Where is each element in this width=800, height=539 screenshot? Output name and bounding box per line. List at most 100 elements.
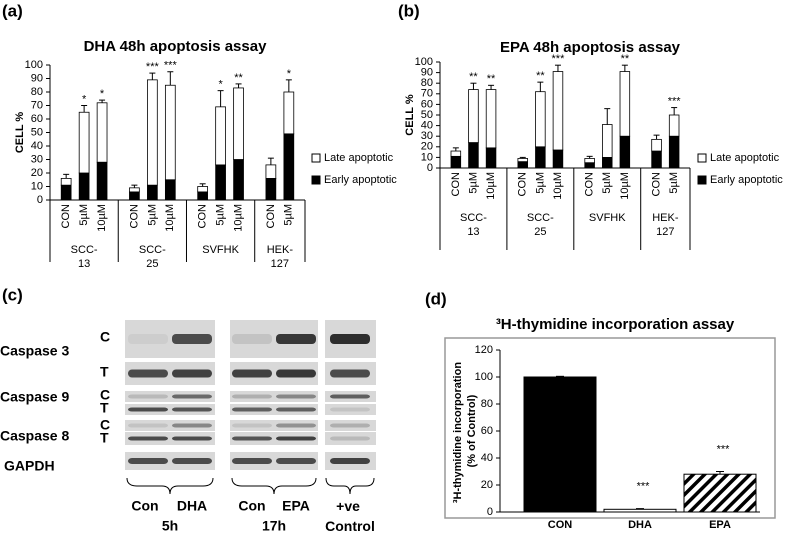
panel-label: (a) [2,1,23,20]
blot-band [232,369,272,378]
bar-segment [96,161,108,201]
lane-label: EPA [282,498,310,514]
legend-swatch [697,175,707,185]
group-label: HEK-127 [652,212,679,238]
bar-segment [602,156,613,169]
blot-strip [125,452,215,470]
x-tick-label: 5µM [78,204,90,226]
y-tick-label: 10 [31,180,43,192]
blot-band [172,369,212,378]
blot-strip [125,391,215,402]
y-tick-label: 60 [421,98,433,110]
y-tick-label: 40 [481,452,493,464]
legend-label: Late apoptotic [324,152,394,164]
lane-label: +ve Control [325,498,375,534]
x-tick-label: 5µM [215,204,227,226]
legend-label: Late apoptotic [710,152,780,164]
bar-segment [129,187,140,193]
bar-segment [283,91,295,135]
y-tick-label: 50 [421,109,433,121]
blot-band [232,394,272,399]
blot-band [128,436,168,441]
blot-band [172,407,212,412]
bar-segment [450,150,462,157]
x-tick-label: EPA [709,519,731,531]
bar-segment [552,71,564,151]
x-tick-label: 10µM [619,172,631,200]
significance: ** [536,70,545,82]
blot-band [172,436,212,441]
bar-segment [233,159,244,201]
bar-segment [535,91,546,148]
x-tick-label: 5µM [601,172,613,194]
bar-segment [265,164,277,179]
bar-segment [485,89,497,149]
row-label: Caspase 8 [0,428,69,444]
bar-segment [619,135,631,169]
blot-band [276,369,316,378]
blot-band [232,423,272,428]
band-label: T [100,364,109,380]
blot-band [330,369,370,378]
significance: *** [717,443,731,455]
blot-band [128,334,168,344]
y-tick-label: 90 [421,67,433,79]
chart-title: ³H-thymidine incorporation assay [496,316,735,333]
blot-band [172,334,212,344]
y-tick-label: 100 [25,59,43,71]
bar-segment [668,135,680,169]
plot-frame [444,337,776,519]
panel-label: (b) [398,1,420,20]
bar-segment [60,177,72,186]
blot-band [330,407,370,412]
bar-segment [552,149,564,169]
x-tick-label: 5µM [467,172,479,194]
bar-segment [78,111,90,174]
bar-segment [584,158,595,164]
legend-swatch [311,175,321,185]
lane-label: Con [238,498,265,514]
bar-segment [78,172,90,201]
blot-strip [125,362,215,385]
blot-band [276,394,316,399]
significance: * [100,88,105,100]
significance: * [287,68,292,80]
group-label: SCC-13 [460,212,487,238]
x-tick-label: 5µM [146,204,158,226]
x-tick-label: 5µM [534,172,546,194]
blot-strip [230,432,318,445]
bar-segment [60,184,72,201]
x-tick-label: 10µM [232,204,244,232]
x-tick-label: CON [60,204,72,229]
significance: *** [637,481,651,493]
blot-strip [125,404,215,415]
significance: *** [146,61,160,73]
y-tick-label: 80 [31,86,43,98]
blot-band [172,458,212,464]
y-tick-label: 10 [421,151,433,163]
x-tick-label: CON [450,172,462,197]
y-axis-label: CELL % [404,94,416,136]
y-tick-label: 20 [31,167,43,179]
blot-strip [125,432,215,445]
y-tick-label: 40 [31,140,43,152]
bar-segment [468,89,479,143]
lane-label: DHA [177,498,207,514]
band-label: T [100,400,109,416]
bar-segment [215,164,226,201]
blot-band [330,423,370,428]
bar [683,473,757,513]
blot-strip [230,420,318,431]
blot: (c) Caspase 3 C T Caspase 9 C T Caspase … [0,285,376,534]
blot-band [172,394,212,399]
blot-band [232,407,272,412]
band-label: C [100,329,110,345]
blot-band [232,458,272,464]
bar-segment [129,191,140,201]
bar-segment [96,102,108,163]
blot-band [128,458,168,464]
y-tick-label: 20 [421,141,433,153]
significance: *** [164,60,178,72]
x-tick-label: DHA [628,519,652,531]
